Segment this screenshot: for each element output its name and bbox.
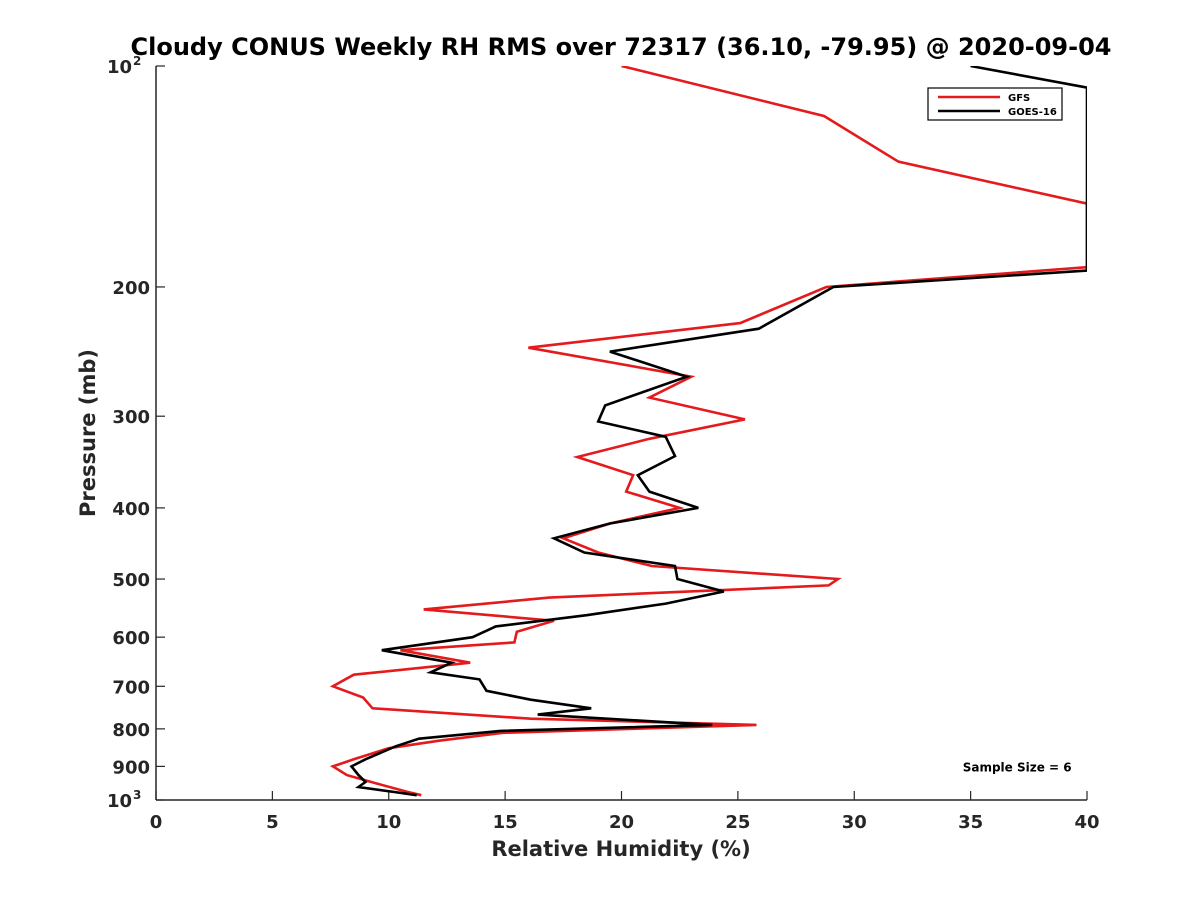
y-tick-label: 10 <box>107 791 132 812</box>
y-tick-label: 600 <box>112 628 150 649</box>
x-tick-label: 10 <box>376 812 401 833</box>
y-tick-label: 200 <box>112 278 150 299</box>
x-tick-label: 5 <box>266 812 279 833</box>
chart-title: Cloudy CONUS Weekly RH RMS over 72317 (3… <box>131 33 1112 61</box>
x-tick-label: 20 <box>609 812 634 833</box>
y-tick-label: 500 <box>112 570 150 591</box>
x-tick-label: 25 <box>725 812 750 833</box>
series-lines <box>329 66 1087 797</box>
y-tick-label: 10 <box>107 57 132 78</box>
y-tick-label: 900 <box>112 757 150 778</box>
x-tick-label: 0 <box>150 812 163 833</box>
legend-entry: GOES-16 <box>1008 107 1057 118</box>
series-line-goes-16 <box>349 66 1087 797</box>
y-tick-label: 800 <box>112 720 150 741</box>
x-tick-label: 15 <box>493 812 518 833</box>
annotations: Sample Size = 6 <box>963 760 1072 774</box>
legend: GFS GOES-16 <box>927 87 1063 121</box>
legend-box <box>927 87 1063 121</box>
y-tick-label: 700 <box>112 677 150 698</box>
x-tick-label: 30 <box>842 812 867 833</box>
x-axis-label: Relative Humidity (%) <box>491 837 750 861</box>
x-tick-label: 35 <box>958 812 983 833</box>
y-tick-label: 300 <box>112 407 150 428</box>
y-tick-exponent: 2 <box>133 54 141 68</box>
legend-entry: GFS <box>1008 93 1030 104</box>
y-tick-label: 400 <box>112 499 150 520</box>
series-line-gfs <box>329 66 1087 797</box>
y-tick-exponent: 3 <box>133 788 141 802</box>
y-axis-label: Pressure (mb) <box>76 349 100 517</box>
x-tick-label: 40 <box>1074 812 1099 833</box>
sample-size-annotation: Sample Size = 6 <box>963 760 1072 774</box>
